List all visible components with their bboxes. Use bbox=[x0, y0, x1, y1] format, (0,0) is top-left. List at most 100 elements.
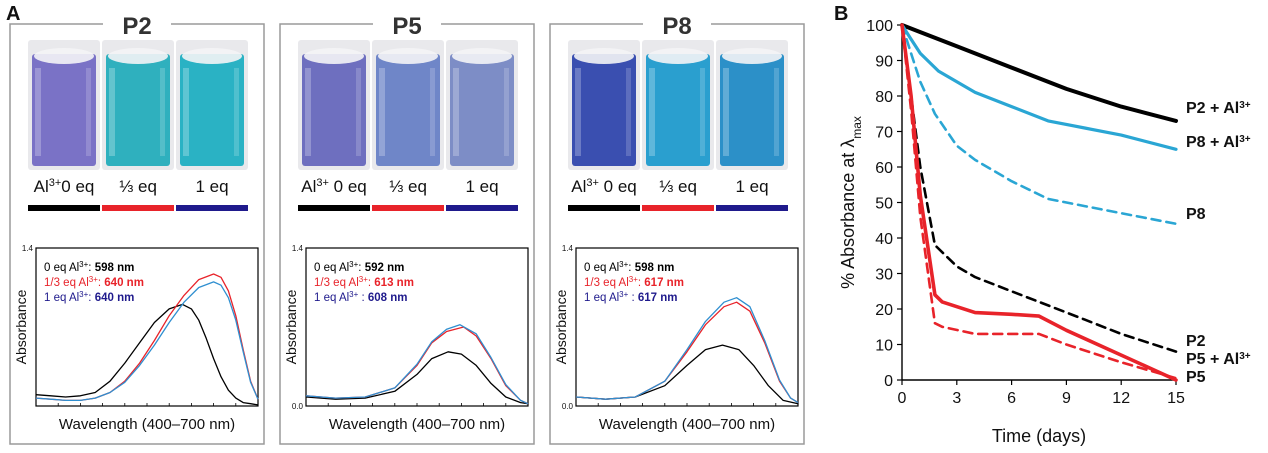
cuvette-meniscus bbox=[108, 48, 168, 64]
series-line-p5-al3- bbox=[900, 23, 1178, 382]
condition-label: Al3+0 eq bbox=[34, 177, 95, 196]
spectrum-line bbox=[575, 344, 799, 405]
sample-panel-p2: P2 Al3+0 eq ⅓ eq 1 eq 1.4 Absorbance Wavelengt… bbox=[9, 13, 265, 445]
y-tick-label: 30 bbox=[875, 267, 893, 284]
condition-label: ⅓ eq bbox=[389, 177, 427, 196]
cuvette-solution bbox=[302, 54, 366, 166]
spectrum-line bbox=[35, 281, 259, 402]
panel-a: P2 Al3+0 eq ⅓ eq 1 eq 1.4 Absorbance Wavelengt… bbox=[9, 13, 805, 445]
condition-label: 1 eq bbox=[735, 177, 768, 196]
cuvette-solution bbox=[106, 54, 170, 166]
x-axis-label: Time (days) bbox=[992, 426, 1086, 446]
spectrum-line bbox=[305, 324, 529, 405]
legend-entry: 1/3 eq Al3+: 613 nm bbox=[314, 275, 414, 290]
cuvette-photo bbox=[28, 40, 100, 170]
cuvette-photo bbox=[298, 40, 370, 170]
cuvette-meniscus bbox=[574, 48, 634, 64]
cuvette-highlight bbox=[700, 68, 705, 156]
cuvette-photo bbox=[372, 40, 444, 170]
y-tick-label: 50 bbox=[875, 196, 893, 213]
panel-frame bbox=[549, 23, 805, 445]
series-label: P2 bbox=[1186, 333, 1206, 350]
cuvette-highlight bbox=[234, 68, 239, 156]
cuvette-highlight bbox=[575, 68, 581, 156]
series-line-p2-al3- bbox=[900, 23, 1178, 123]
spectrum-chart: 1.4 0.0 Absorbance Wavelength (400–700 nm) 0… bbox=[283, 244, 529, 433]
y-tick-label: 0.0 bbox=[562, 402, 574, 411]
x-tick-label: 15 bbox=[1167, 390, 1185, 407]
legend-entry: 0 eq Al3+: 598 nm bbox=[44, 260, 134, 275]
panel-title: P8 bbox=[662, 13, 691, 40]
x-tick-label: 12 bbox=[1112, 390, 1130, 407]
x-tick-label: 3 bbox=[952, 390, 961, 407]
spectrum-line bbox=[305, 351, 529, 405]
cuvette-highlight bbox=[504, 68, 509, 156]
panel-frame bbox=[9, 23, 265, 445]
sample-panel-p5: P5 Al3+ 0 eq ⅓ eq 1 eq 1.4 0.0 Absorbance Wavel… bbox=[279, 13, 535, 445]
cuvette-highlight bbox=[430, 68, 435, 156]
x-tick-label: 6 bbox=[1007, 390, 1016, 407]
y-tick-label: 60 bbox=[875, 160, 893, 177]
cuvette-solution bbox=[180, 54, 244, 166]
y-tick-label: 70 bbox=[875, 125, 893, 142]
cuvette-meniscus bbox=[34, 48, 94, 64]
x-axis-label: Wavelength (400–700 nm) bbox=[59, 416, 235, 433]
panel-b-chart: 0 10 20 30 40 50 60 70 80 90 100 0 3 6 9 12 15 % Absorban… bbox=[838, 18, 1251, 446]
cuvette-solution bbox=[376, 54, 440, 166]
cuvette-solution bbox=[572, 54, 636, 166]
condition-label: 1 eq bbox=[465, 177, 498, 196]
legend-entry: 0 eq Al3+: 598 nm bbox=[584, 260, 674, 275]
y-tick-label: 90 bbox=[875, 54, 893, 71]
y-tick-label: 1.4 bbox=[292, 244, 304, 253]
condition-color-bar bbox=[372, 205, 444, 211]
cuvette-meniscus bbox=[304, 48, 364, 64]
panel-title: P2 bbox=[122, 13, 151, 40]
cuvette-meniscus bbox=[452, 48, 512, 64]
cuvette-photo bbox=[102, 40, 174, 170]
series-label: P5 + Al3+ bbox=[1186, 351, 1251, 369]
cuvette-highlight bbox=[356, 68, 361, 156]
cuvette-solution bbox=[720, 54, 784, 166]
cuvette-photo bbox=[568, 40, 640, 170]
condition-color-bar bbox=[716, 205, 788, 211]
series-line-p8-al3- bbox=[900, 23, 1178, 151]
y-tick-label: 100 bbox=[866, 18, 893, 35]
y-tick-label: 40 bbox=[875, 231, 893, 248]
spectrum-line bbox=[575, 297, 799, 404]
cuvette-highlight bbox=[35, 68, 41, 156]
legend-entry: 1 eq Al3+: 640 nm bbox=[44, 290, 134, 305]
cuvette-highlight bbox=[626, 68, 631, 156]
x-axis-label: Wavelength (400–700 nm) bbox=[599, 416, 775, 433]
y-tick-label: 0.0 bbox=[292, 402, 304, 411]
cuvette-solution bbox=[32, 54, 96, 166]
cuvette-highlight bbox=[649, 68, 655, 156]
condition-color-bar bbox=[446, 205, 518, 211]
y-axis-label: Absorbance bbox=[13, 289, 29, 364]
y-tick-label: 80 bbox=[875, 89, 893, 106]
cuvette-highlight bbox=[723, 68, 729, 156]
series-label: P2 + Al3+ bbox=[1186, 100, 1251, 118]
cuvette-highlight bbox=[305, 68, 311, 156]
cuvette-meniscus bbox=[378, 48, 438, 64]
x-tick-label: 9 bbox=[1062, 390, 1071, 407]
cuvette-highlight bbox=[453, 68, 459, 156]
panel-title: P5 bbox=[392, 13, 421, 40]
condition-label: Al3+ 0 eq bbox=[571, 177, 636, 196]
cuvette-highlight bbox=[774, 68, 779, 156]
condition-color-bar bbox=[568, 205, 640, 211]
cuvette-photo bbox=[446, 40, 518, 170]
panel-frame bbox=[279, 23, 535, 445]
cuvette-photo bbox=[176, 40, 248, 170]
cuvette-meniscus bbox=[722, 48, 782, 64]
series-label: P8 + Al3+ bbox=[1186, 134, 1251, 152]
cuvette-highlight bbox=[183, 68, 189, 156]
panel-a-label: A bbox=[6, 3, 20, 25]
condition-color-bar bbox=[298, 205, 370, 211]
legend-entry: 1/3 eq Al3+: 617 nm bbox=[584, 275, 684, 290]
y-axis-label: Absorbance bbox=[553, 289, 569, 364]
condition-label: ⅓ eq bbox=[119, 177, 157, 196]
cuvette-highlight bbox=[379, 68, 385, 156]
spectrum-chart: 1.4 0.0 Absorbance Wavelength (400–700 nm) 0… bbox=[553, 244, 799, 433]
panel-b-label: B bbox=[834, 3, 848, 25]
